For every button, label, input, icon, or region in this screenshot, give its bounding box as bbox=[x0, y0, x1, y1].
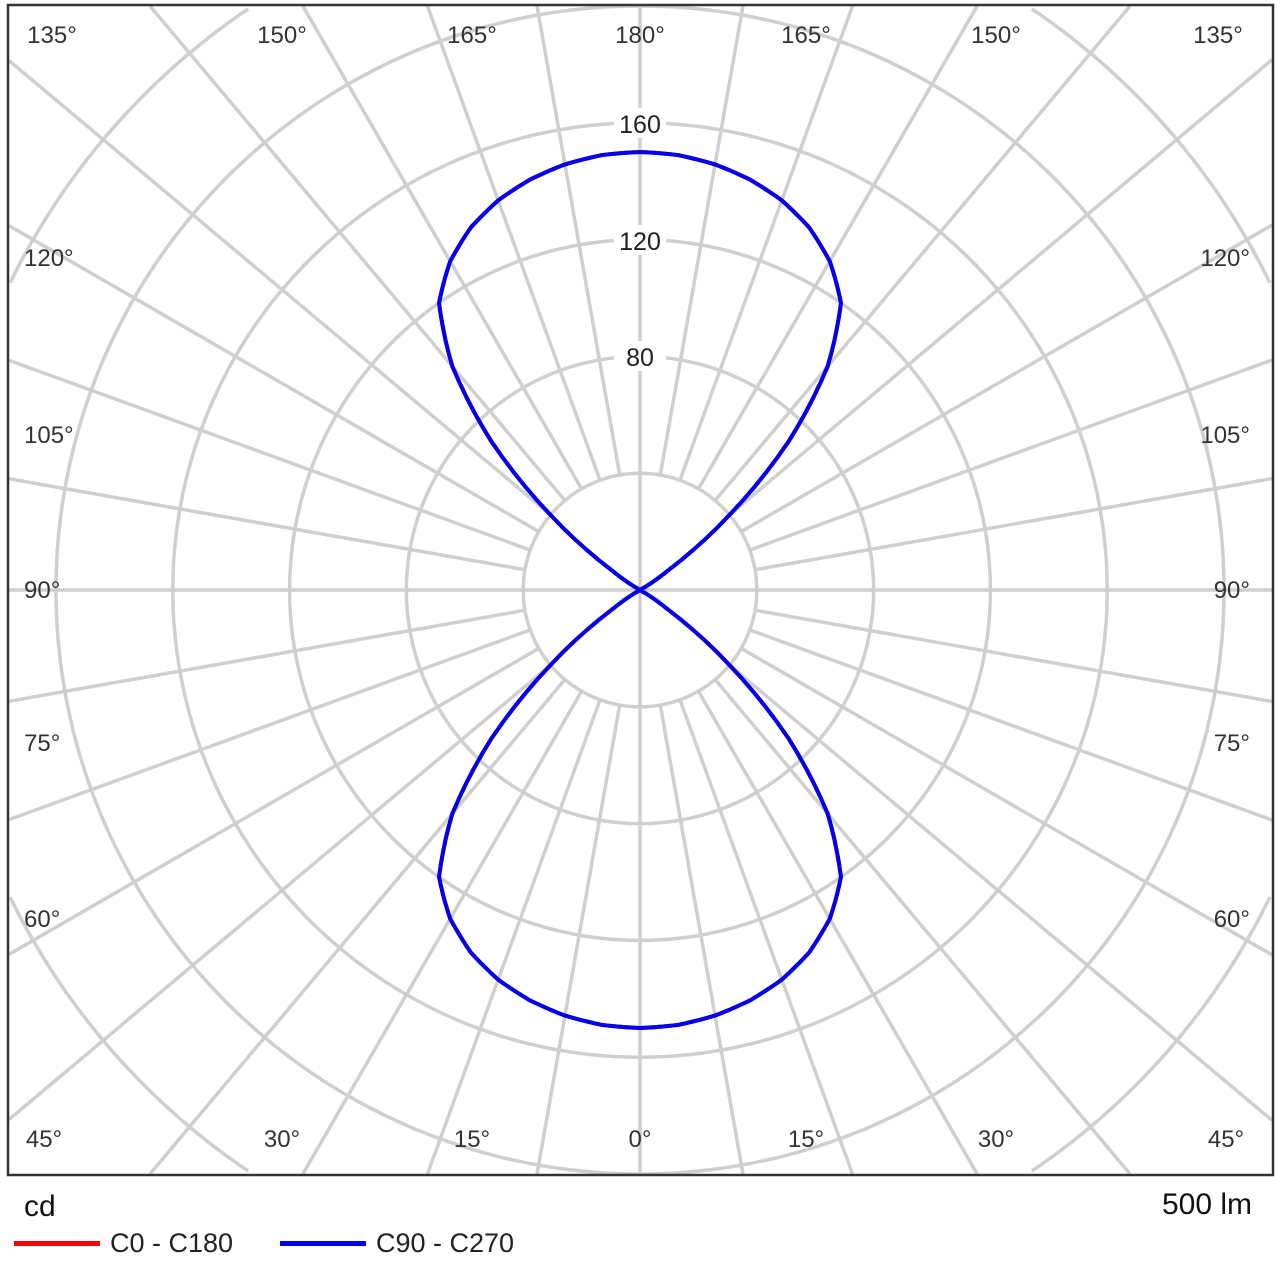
plot-frame bbox=[6, 3, 1275, 1177]
angle-label: 45° bbox=[26, 1126, 62, 1153]
angle-label: 105° bbox=[24, 422, 74, 449]
grid-spoke bbox=[749, 358, 1272, 552]
grid-spoke bbox=[9, 608, 526, 703]
grid-spoke bbox=[749, 628, 1272, 822]
angle-label: 150° bbox=[257, 22, 307, 49]
grid-spoke bbox=[425, 6, 602, 481]
grid-spoke bbox=[696, 6, 979, 490]
grid-spoke bbox=[301, 6, 584, 490]
angle-label: 90° bbox=[1214, 577, 1250, 604]
grid-spoke bbox=[678, 6, 855, 481]
ring-label-bg bbox=[614, 108, 666, 138]
grid-ring bbox=[54, 6, 1226, 1174]
grid-spoke bbox=[754, 476, 1272, 572]
grid-spoke bbox=[9, 358, 531, 552]
angle-label: 165° bbox=[781, 22, 831, 49]
grid-spoke bbox=[728, 663, 1272, 1122]
grid-spoke bbox=[148, 678, 567, 1174]
grid-spoke bbox=[696, 690, 979, 1174]
grid-spoke bbox=[740, 223, 1272, 534]
legend-item-c0: C0 - C180 bbox=[14, 1228, 233, 1259]
flux-label: 500 lm bbox=[1161, 1188, 1252, 1221]
angle-label: 150° bbox=[971, 22, 1021, 49]
angle-label: 75° bbox=[1214, 730, 1250, 757]
angle-label: 180° bbox=[615, 22, 665, 49]
angle-label: 135° bbox=[27, 22, 77, 49]
legend-label: C90 - C270 bbox=[376, 1228, 515, 1258]
grid-spoke bbox=[728, 58, 1272, 517]
legend-item-c90: C90 - C270 bbox=[280, 1228, 514, 1259]
angle-label: 75° bbox=[24, 730, 60, 757]
angle-label: 15° bbox=[788, 1126, 824, 1153]
grid-spoke bbox=[9, 477, 526, 572]
legend-label: C0 - C180 bbox=[110, 1228, 234, 1258]
grid-spoke bbox=[9, 224, 540, 534]
series-curve-c90-c270 bbox=[437, 150, 843, 1030]
grid-spoke bbox=[535, 704, 622, 1174]
ring-label-bg bbox=[614, 225, 666, 255]
grid-spoke bbox=[301, 690, 584, 1174]
grid-spoke bbox=[9, 628, 531, 822]
angle-label: 135° bbox=[1193, 22, 1243, 49]
grid-spoke bbox=[9, 646, 540, 956]
grid-spoke bbox=[658, 704, 745, 1174]
grid-ring bbox=[521, 471, 759, 709]
ring-label-bg bbox=[614, 341, 666, 371]
angle-label: 30° bbox=[978, 1126, 1014, 1153]
grid bbox=[9, 6, 1272, 1174]
ring-label: 120 bbox=[619, 228, 661, 256]
grid-spoke bbox=[678, 699, 855, 1174]
angle-label: 120° bbox=[24, 245, 74, 272]
grid-spoke bbox=[740, 646, 1272, 957]
grid-ring bbox=[9, 7, 1272, 1173]
grid-spoke bbox=[535, 6, 622, 476]
grid-spoke bbox=[713, 6, 1132, 502]
angle-label: 120° bbox=[1200, 245, 1250, 272]
angle-label: 30° bbox=[264, 1126, 300, 1153]
angle-label: 60° bbox=[24, 906, 60, 933]
grid-spoke bbox=[658, 6, 745, 476]
angle-label: 90° bbox=[24, 577, 60, 604]
unit-label: cd bbox=[24, 1190, 56, 1223]
ring-label: 80 bbox=[626, 344, 654, 372]
angle-label: 45° bbox=[1208, 1126, 1244, 1153]
grid-spoke bbox=[425, 699, 602, 1174]
labels: 80 120 160 135° 150° 165° 180° 165° 150° 135° 45° 3… bbox=[24, 22, 1250, 1153]
angle-label: 165° bbox=[447, 22, 497, 49]
ring-label: 160 bbox=[619, 111, 661, 139]
angle-label: 0° bbox=[629, 1126, 652, 1153]
angle-label: 60° bbox=[1214, 906, 1250, 933]
grid-spoke bbox=[148, 6, 567, 502]
angle-label: 15° bbox=[454, 1126, 490, 1153]
curves bbox=[437, 150, 843, 1030]
grid-spoke bbox=[754, 608, 1272, 704]
grid-spoke bbox=[713, 678, 1132, 1174]
legend-swatch-red bbox=[14, 1241, 100, 1246]
angle-label: 105° bbox=[1200, 422, 1250, 449]
legend-swatch-blue bbox=[280, 1241, 366, 1246]
